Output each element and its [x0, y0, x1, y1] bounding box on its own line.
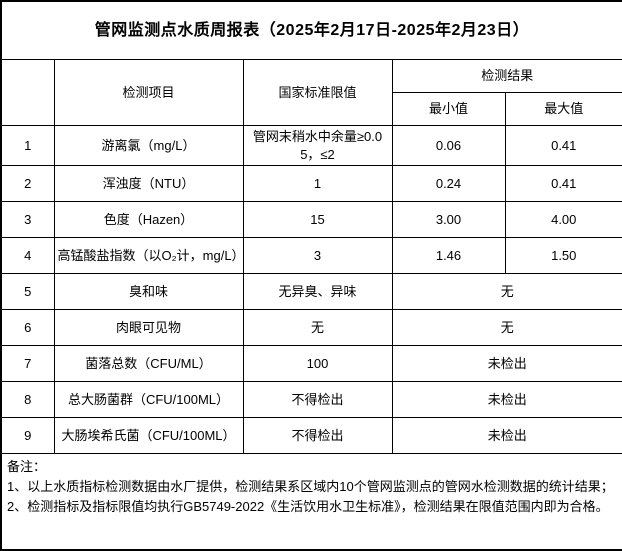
row-number: 7 — [0, 345, 55, 382]
standard-cell: 15 — [242, 201, 393, 238]
max-cell: 0.41 — [504, 165, 622, 202]
standard-cell: 100 — [242, 345, 393, 382]
notes-cell: 备注： 1、以上水质指标检测数据由水厂提供，检测结果系区域内10个管网监测点的管… — [0, 453, 622, 551]
result-cell: 未检出 — [391, 417, 622, 454]
result-cell: 未检出 — [391, 345, 622, 382]
max-cell: 1.50 — [504, 237, 622, 274]
max-cell: 4.00 — [504, 201, 622, 238]
result-cell: 无 — [391, 309, 622, 346]
standard-cell: 1 — [242, 165, 393, 202]
result-cell: 未检出 — [391, 381, 622, 418]
item-cell: 臭和味 — [53, 273, 244, 310]
table-body: 1 游离氯（mg/L） 管网末稍水中余量≥0.05，≤2 0.06 0.41 2 浑浊度（N… — [0, 125, 622, 454]
row-number: 9 — [0, 417, 55, 454]
notes-line-1: 1、以上水质指标检测数据由水厂提供，检测结果系区域内10个管网监测点的管网水检测… — [7, 479, 614, 495]
table-row: 1 游离氯（mg/L） 管网末稍水中余量≥0.05，≤2 0.06 0.41 — [0, 125, 622, 166]
max-cell: 0.41 — [504, 125, 622, 166]
item-cell: 菌落总数（CFU/ML） — [53, 345, 244, 382]
item-cell: 高锰酸盐指数（以O₂计，mg/L） — [53, 237, 244, 274]
table-row: 3 色度（Hazen） 15 3.00 4.00 — [0, 201, 622, 238]
table-head-section: 管网监测点水质周报表（2025年2月17日-2025年2月23日） 检测项目 国… — [0, 0, 622, 126]
standard-cell: 无异臭、异味 — [242, 273, 393, 310]
notes-label: 备注： — [7, 459, 47, 474]
item-column-header: 检测项目 — [53, 59, 244, 126]
row-number: 4 — [0, 237, 55, 274]
table-row: 9 大肠埃希氏菌（CFU/100ML） 不得检出 未检出 — [0, 417, 622, 454]
table-foot-section: 备注： 1、以上水质指标检测数据由水厂提供，检测结果系区域内10个管网监测点的管… — [0, 453, 622, 551]
notes-row: 备注： 1、以上水质指标检测数据由水厂提供，检测结果系区域内10个管网监测点的管… — [0, 453, 622, 551]
table-row: 4 高锰酸盐指数（以O₂计，mg/L） 3 1.46 1.50 — [0, 237, 622, 274]
min-cell: 0.24 — [391, 165, 506, 202]
report-title: 管网监测点水质周报表（2025年2月17日-2025年2月23日） — [0, 0, 622, 60]
item-cell: 总大肠菌群（CFU/100ML） — [53, 381, 244, 418]
item-cell: 游离氯（mg/L） — [53, 125, 244, 166]
table-row: 7 菌落总数（CFU/ML） 100 未检出 — [0, 345, 622, 382]
min-cell: 1.46 — [391, 237, 506, 274]
standard-cell: 无 — [242, 309, 393, 346]
table-row: 5 臭和味 无异臭、异味无 — [0, 273, 622, 310]
standard-cell: 不得检出 — [242, 381, 393, 418]
header-row-bottom: 最小值 最大值 — [1, 92, 622, 126]
item-cell: 肉眼可见物 — [53, 309, 244, 346]
row-number: 3 — [0, 201, 55, 238]
table-row: 2 浑浊度（NTU） 1 0.24 0.41 — [0, 165, 622, 202]
notes-line-2: 2、检测指标及指标限值均执行GB5749-2022《生活饮用水卫生标准》，检测结… — [7, 499, 609, 515]
item-cell: 大肠埃希氏菌（CFU/100ML） — [53, 417, 244, 454]
row-number: 5 — [0, 273, 55, 310]
result-group-header: 检测结果 — [391, 59, 622, 93]
min-cell: 0.06 — [391, 125, 506, 166]
min-cell: 3.00 — [391, 201, 506, 238]
row-number: 2 — [0, 165, 55, 202]
header-row-top: 检测项目 国家标准限值 检测结果 — [0, 59, 622, 126]
max-column-header: 最大值 — [504, 92, 622, 126]
min-column-header: 最小值 — [391, 92, 506, 126]
standard-cell: 不得检出 — [242, 417, 393, 454]
row-number: 1 — [0, 125, 55, 166]
result-cell: 无 — [391, 273, 622, 310]
table-row: 6 肉眼可见物无无 — [0, 309, 622, 346]
index-column-header — [0, 59, 55, 126]
row-number: 8 — [0, 381, 55, 418]
standard-column-header: 国家标准限值 — [242, 59, 393, 126]
standard-cell: 3 — [242, 237, 393, 274]
item-cell: 色度（Hazen） — [53, 201, 244, 238]
standard-cell: 管网末稍水中余量≥0.05，≤2 — [242, 125, 393, 166]
table-row: 8 总大肠菌群（CFU/100ML） 不得检出 未检出 — [0, 381, 622, 418]
row-number: 6 — [0, 309, 55, 346]
title-row: 管网监测点水质周报表（2025年2月17日-2025年2月23日） — [0, 0, 622, 60]
item-cell: 浑浊度（NTU） — [53, 165, 244, 202]
